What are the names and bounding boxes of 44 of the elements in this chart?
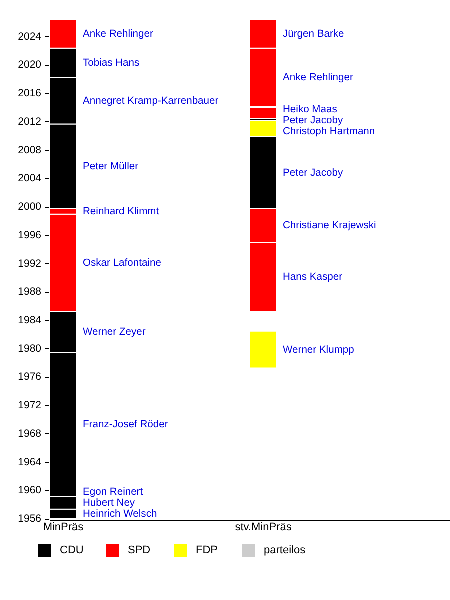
y-tick-label: 2016 [18, 88, 42, 100]
series-label: Heinrich Welsch [83, 509, 158, 520]
y-tick-label: 1960 [18, 484, 42, 497]
series-label: Heiko Maas [283, 104, 338, 116]
y-tick-label: 1996 [18, 229, 42, 242]
series-label: Werner Zeyer [83, 327, 146, 338]
y-tick-label: 2012 [18, 116, 42, 128]
series-label: Hubert Ney [83, 498, 136, 509]
x-tick-label: stv.MinPräs [235, 522, 292, 534]
series-label: Tobias Hans [83, 58, 140, 69]
series-label: Egon Reinert [83, 487, 144, 498]
series-label: Franz-Josef Röder [83, 420, 169, 431]
legend-label: parteilos [264, 544, 306, 556]
series-label: Werner Klumpp [283, 344, 355, 356]
y-tick-label: 2004 [18, 172, 42, 185]
y-tick-label: 1968 [18, 428, 42, 440]
legend-label: CDU [60, 544, 84, 556]
series-label: Peter Jacoby [283, 168, 344, 179]
y-tick-label: 1972 [18, 400, 42, 412]
y-tick-label: 2000 [18, 201, 42, 214]
series-label: Peter Müller [83, 161, 140, 172]
series-label: Jürgen Barke [283, 29, 345, 40]
y-tick-label: 1956 [18, 513, 42, 526]
series-label: Peter Jacoby [283, 116, 344, 127]
series-label: Christoph Hartmann [283, 126, 376, 138]
series-label: Annegret Kramp-Karrenbauer [83, 96, 220, 107]
y-tick-label: 1992 [18, 258, 42, 270]
legend-label: FDP [196, 544, 218, 556]
y-tick-label: 1984 [18, 314, 42, 326]
series-label: Oskar Lafontaine [83, 258, 162, 269]
series-label: Anke Rehlinger [83, 29, 154, 40]
series-label: Hans Kasper [283, 272, 344, 284]
y-tick-label: 1988 [18, 286, 42, 298]
y-tick-label: 2008 [18, 144, 42, 156]
series-label: Reinhard Klimmt [83, 206, 160, 218]
y-tick-label: 1976 [18, 371, 42, 384]
series-label: Christiane Krajewski [283, 220, 376, 232]
y-tick-label: 2024 [18, 30, 42, 43]
y-tick-label: 1964 [18, 456, 42, 468]
y-tick-label: 1980 [18, 342, 42, 355]
x-tick-label: MinPräs [43, 522, 84, 534]
y-tick-label: 2020 [18, 59, 42, 72]
legend-label: SPD [128, 544, 151, 556]
series-label: Anke Rehlinger [283, 72, 354, 84]
